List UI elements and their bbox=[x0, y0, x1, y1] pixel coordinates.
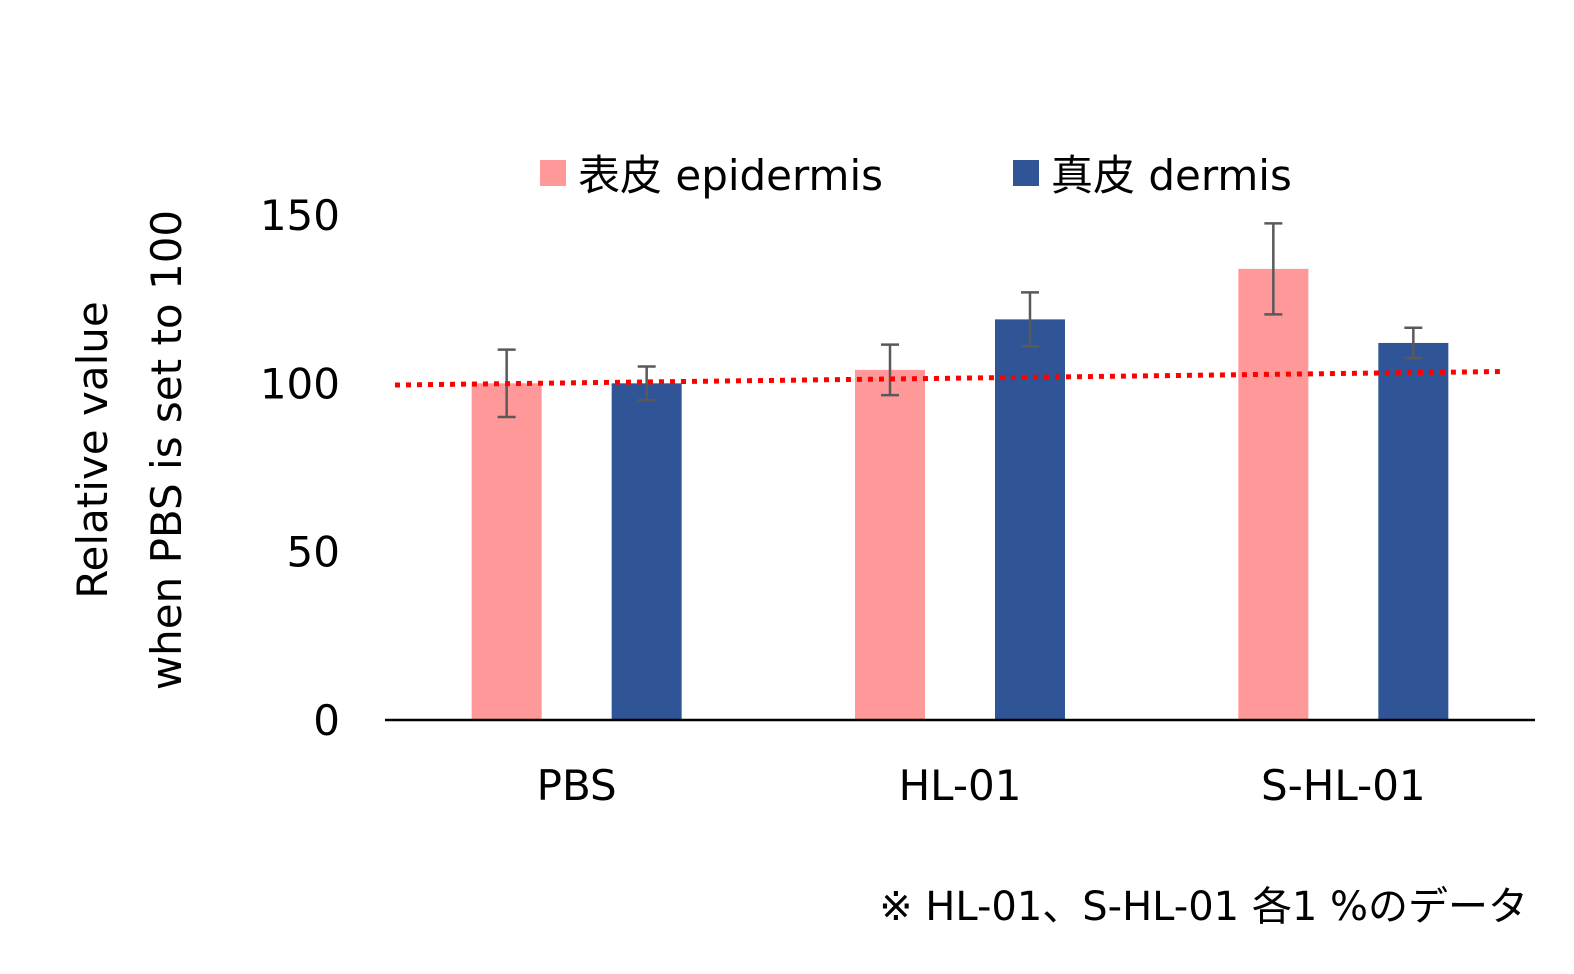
reference-line bbox=[394, 369, 1501, 388]
bar-epidermis bbox=[1238, 268, 1309, 720]
bar-epidermis bbox=[471, 383, 542, 720]
legend-label-dermis: 真皮 dermis bbox=[1051, 151, 1292, 200]
bar-epidermis bbox=[855, 369, 925, 720]
x-tick-label: HL-01 bbox=[899, 761, 1022, 810]
footnote: ※ HL-01、S-HL-01 各1 %のデータ bbox=[879, 884, 1528, 930]
x-tick-label: S-HL-01 bbox=[1261, 761, 1426, 810]
bar-dermis bbox=[611, 383, 682, 720]
y-tick-label: 50 bbox=[287, 528, 340, 577]
x-tick-label: PBS bbox=[537, 761, 617, 810]
legend-label-epidermis: 表皮 epidermis bbox=[578, 151, 884, 200]
y-axis-label: Relative value when PBS is set to 100 bbox=[56, 170, 204, 730]
bar-dermis bbox=[1378, 342, 1449, 720]
legend: 表皮 epidermis 真皮 dermis bbox=[540, 142, 1422, 203]
legend-item-epidermis: 表皮 epidermis bbox=[540, 142, 883, 203]
legend-swatch-dermis bbox=[1013, 159, 1040, 186]
y-axis-label-line-2: when PBS is set to 100 bbox=[142, 209, 191, 691]
legend-item-dermis: 真皮 dermis bbox=[1013, 142, 1292, 203]
y-axis-label-line-1: Relative value bbox=[68, 301, 117, 599]
y-tick-label: 0 bbox=[313, 696, 340, 745]
bar-dermis bbox=[995, 319, 1065, 720]
legend-swatch-epidermis bbox=[540, 159, 566, 186]
y-tick-label: 150 bbox=[260, 191, 340, 240]
y-tick-label: 100 bbox=[260, 359, 340, 408]
